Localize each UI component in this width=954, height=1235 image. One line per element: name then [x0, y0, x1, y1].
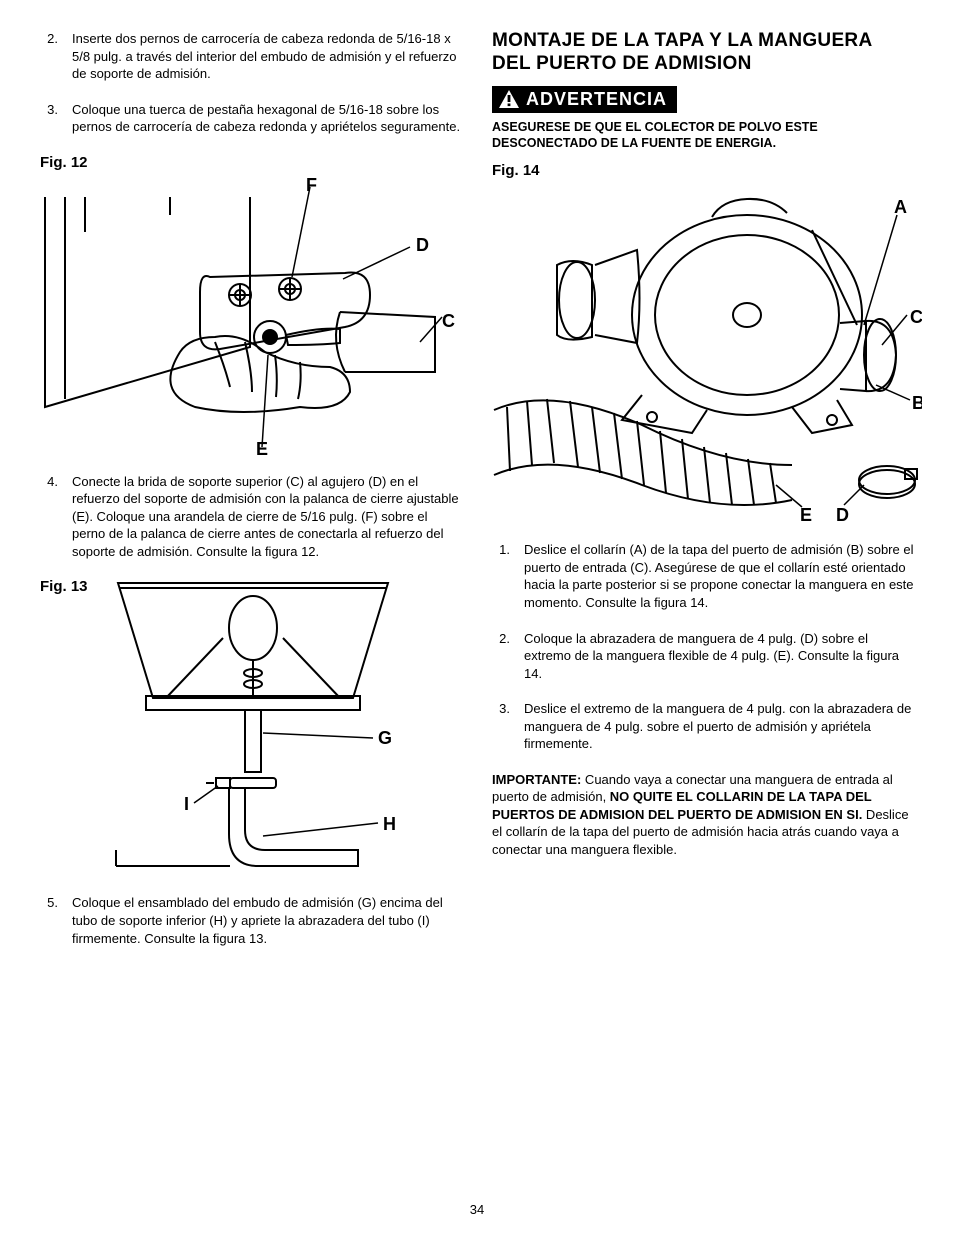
- section-title: MONTAJE DE LA TAPA Y LA MANGUERA DEL PUE…: [492, 30, 914, 76]
- step-r2: 2. Coloque la abrazadera de manguera de …: [492, 630, 914, 683]
- fig14-label: Fig. 14: [492, 162, 914, 179]
- step-5: 5. Coloque el ensamblado del embudo de a…: [40, 894, 462, 947]
- step-number: 5.: [40, 894, 58, 947]
- callout-E: E: [256, 439, 268, 457]
- warning-word: ADVERTENCIA: [526, 89, 667, 110]
- left-column: 2. Inserte dos pernos de carrocería de c…: [40, 30, 462, 965]
- right-column: MONTAJE DE LA TAPA Y LA MANGUERA DEL PUE…: [492, 30, 914, 965]
- steps-group-b: 4. Conecte la brida de soporte superior …: [40, 473, 462, 561]
- figure-12: F D C E: [40, 177, 462, 457]
- callout-H: H: [383, 814, 396, 834]
- step-r3: 3. Deslice el extremo de la manguera de …: [492, 700, 914, 753]
- warning-triangle-icon: [498, 89, 520, 109]
- step-4: 4. Conecte la brida de soporte superior …: [40, 473, 462, 561]
- step-number: 4.: [40, 473, 58, 561]
- figure-14: A C B E D: [492, 185, 914, 525]
- two-column-layout: 2. Inserte dos pernos de carrocería de c…: [40, 30, 914, 965]
- steps-group-c: 5. Coloque el ensamblado del embudo de a…: [40, 894, 462, 947]
- fig13-label: Fig. 13: [40, 578, 88, 595]
- warning-box: ADVERTENCIA: [492, 86, 677, 113]
- warning-text: ASEGURESE DE QUE EL COLECTOR DE POLVO ES…: [492, 119, 914, 153]
- callout-A: A: [894, 197, 907, 217]
- step-text: Inserte dos pernos de carrocería de cabe…: [72, 30, 462, 83]
- callout-D: D: [416, 235, 429, 255]
- important-note: IMPORTANTE: Cuando vaya a conectar una m…: [492, 771, 914, 859]
- steps-group-a: 2. Inserte dos pernos de carrocería de c…: [40, 30, 462, 136]
- page-number: 34: [0, 1202, 954, 1217]
- step-text: Deslice el collarín (A) de la tapa del p…: [524, 541, 914, 611]
- step-text: Coloque la abrazadera de manguera de 4 p…: [524, 630, 914, 683]
- step-r1: 1. Deslice el collarín (A) de la tapa de…: [492, 541, 914, 611]
- callout-C: C: [442, 311, 455, 331]
- step-text: Coloque el ensamblado del embudo de admi…: [72, 894, 462, 947]
- step-3: 3. Coloque una tuerca de pestaña hexagon…: [40, 101, 462, 136]
- step-text: Conecte la brida de soporte superior (C)…: [72, 473, 462, 561]
- step-number: 3.: [492, 700, 510, 753]
- callout-E: E: [800, 505, 812, 525]
- important-lead: IMPORTANTE:: [492, 772, 581, 787]
- step-text: Coloque una tuerca de pestaña hexagonal …: [72, 101, 462, 136]
- callout-I: I: [184, 794, 189, 814]
- fig12-label: Fig. 12: [40, 154, 462, 171]
- step-number: 1.: [492, 541, 510, 611]
- step-2: 2. Inserte dos pernos de carrocería de c…: [40, 30, 462, 83]
- step-number: 3.: [40, 101, 58, 136]
- figure-13: G H I: [98, 578, 462, 878]
- step-text: Deslice el extremo de la manguera de 4 p…: [524, 700, 914, 753]
- callout-F: F: [306, 177, 317, 195]
- callout-D: D: [836, 505, 849, 525]
- steps-right: 1. Deslice el collarín (A) de la tapa de…: [492, 541, 914, 752]
- callout-C: C: [910, 307, 922, 327]
- callout-G: G: [378, 728, 392, 748]
- step-number: 2.: [40, 30, 58, 83]
- step-number: 2.: [492, 630, 510, 683]
- callout-B: B: [912, 393, 922, 413]
